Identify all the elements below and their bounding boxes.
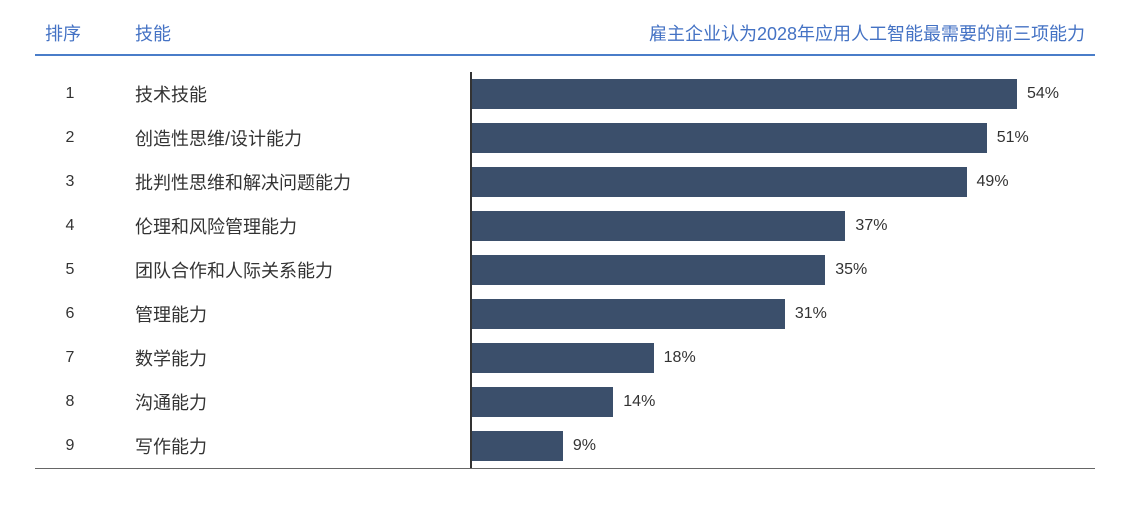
data-row: 1技术技能 54%	[35, 72, 1095, 116]
value-label: 31%	[795, 305, 827, 323]
header-rank-label: 排序	[45, 24, 81, 44]
bar-area: 9%	[470, 424, 1095, 468]
bar-area: 49%	[470, 160, 1095, 204]
data-row: 2创造性思维/设计能力 51%	[35, 116, 1095, 160]
skill-cell: 创造性思维/设计能力	[135, 125, 470, 151]
bar-area: 35%	[470, 248, 1095, 292]
skill-cell: 数学能力	[135, 345, 470, 371]
bar	[472, 343, 654, 373]
header-skill-label: 技能	[135, 24, 171, 44]
bar	[472, 431, 563, 461]
skill-cell: 伦理和风险管理能力	[135, 213, 470, 239]
skill-cell: 沟通能力	[135, 389, 470, 415]
rank-cell: 6	[35, 305, 135, 323]
bar-area: 18%	[470, 336, 1095, 380]
rank-cell: 9	[35, 437, 135, 455]
rank-cell: 8	[35, 393, 135, 411]
data-row: 8沟通能力 14%	[35, 380, 1095, 424]
bar-area: 31%	[470, 292, 1095, 336]
data-row: 4伦理和风险管理能力 37%	[35, 204, 1095, 248]
data-row: 7数学能力 18%	[35, 336, 1095, 380]
skill-cell: 管理能力	[135, 301, 470, 327]
value-label: 9%	[573, 437, 596, 455]
value-label: 35%	[835, 261, 867, 279]
rank-cell: 7	[35, 349, 135, 367]
value-label: 37%	[855, 217, 887, 235]
bar-area: 51%	[470, 116, 1095, 160]
bar	[472, 123, 987, 153]
rank-cell: 4	[35, 217, 135, 235]
chart-header-row: 排序 技能 雇主企业认为2028年应用人工智能最需要的前三项能力	[35, 20, 1095, 56]
skill-cell: 团队合作和人际关系能力	[135, 257, 470, 283]
data-row: 3批判性思维和解决问题能力 49%	[35, 160, 1095, 204]
skill-cell: 技术技能	[135, 81, 470, 107]
bar-area: 14%	[470, 380, 1095, 424]
chart-rows: 1技术技能54%2创造性思维/设计能力51%3批判性思维和解决问题能力49%4伦…	[35, 56, 1095, 469]
value-label: 49%	[977, 173, 1009, 191]
value-label: 14%	[623, 393, 655, 411]
value-label: 51%	[997, 129, 1029, 147]
bar	[472, 211, 845, 241]
bar-area: 54%	[470, 72, 1095, 116]
bar	[472, 299, 785, 329]
data-row: 5团队合作和人际关系能力 35%	[35, 248, 1095, 292]
skill-cell: 批判性思维和解决问题能力	[135, 169, 470, 195]
bar	[472, 79, 1017, 109]
skill-cell: 写作能力	[135, 433, 470, 459]
bar	[472, 387, 613, 417]
rank-cell: 2	[35, 129, 135, 147]
data-row: 6管理能力 31%	[35, 292, 1095, 336]
value-label: 54%	[1027, 85, 1059, 103]
bar	[472, 255, 825, 285]
rank-cell: 5	[35, 261, 135, 279]
data-row: 9写作能力 9%	[35, 424, 1095, 468]
header-chart-title: 雇主企业认为2028年应用人工智能最需要的前三项能力	[649, 24, 1085, 44]
rank-cell: 3	[35, 173, 135, 191]
rank-cell: 1	[35, 85, 135, 103]
bar	[472, 167, 967, 197]
value-label: 18%	[664, 349, 696, 367]
bar-area: 37%	[470, 204, 1095, 248]
skills-bar-chart: 排序 技能 雇主企业认为2028年应用人工智能最需要的前三项能力 1技术技能54…	[35, 20, 1095, 469]
